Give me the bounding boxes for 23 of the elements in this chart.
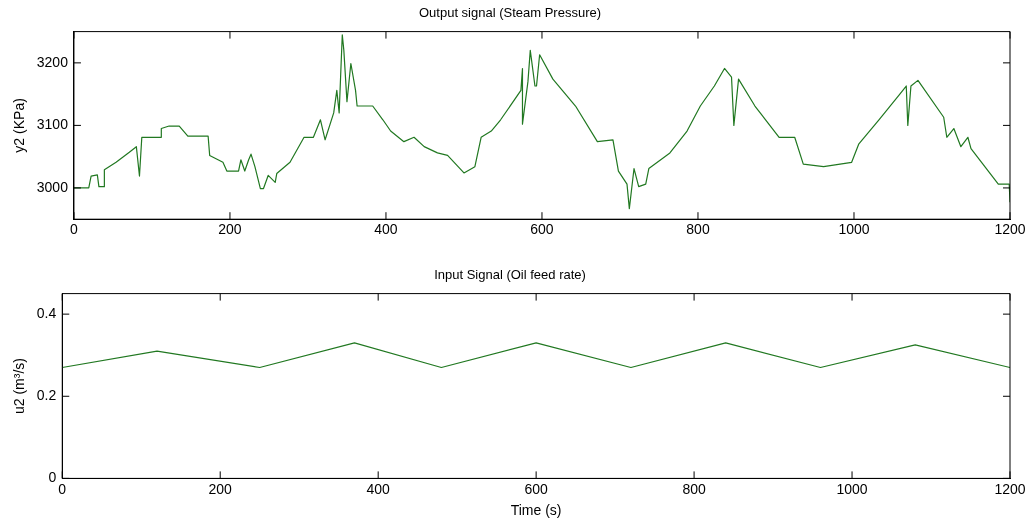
y-axis-title: u2 (m³/s) [11,358,28,414]
x-tick-label: 1200 [994,480,1026,497]
chart-title: Output signal (Steam Pressure) [418,5,602,21]
y-tick-label: 3200 [36,53,69,70]
y-tick-label: 3100 [36,116,69,133]
x-tick-label: 600 [530,221,554,238]
y-tick-label: 3000 [36,178,69,195]
x-tick-label: 800 [682,480,706,497]
x-tick-label: 800 [686,221,710,238]
x-tick-label: 600 [524,480,549,497]
x-tick-label: 1000 [838,221,870,238]
y-axis-title: y2 (KPa) [11,98,28,153]
x-tick-label: 1000 [836,480,868,497]
x-axis-title: Time (s) [510,502,562,519]
x-tick-label: 200 [208,480,233,497]
y-tick-label: 0.2 [36,387,57,404]
y-tick-label: 0 [48,469,57,486]
x-tick-label: 400 [366,480,391,497]
x-tick-label: 400 [374,221,398,238]
x-tick-label: 200 [218,221,242,238]
x-tick-label: 1200 [994,221,1026,238]
y-tick-label: 0.4 [36,304,57,321]
chart-title: Input Signal (Oil feed rate) [434,267,586,283]
